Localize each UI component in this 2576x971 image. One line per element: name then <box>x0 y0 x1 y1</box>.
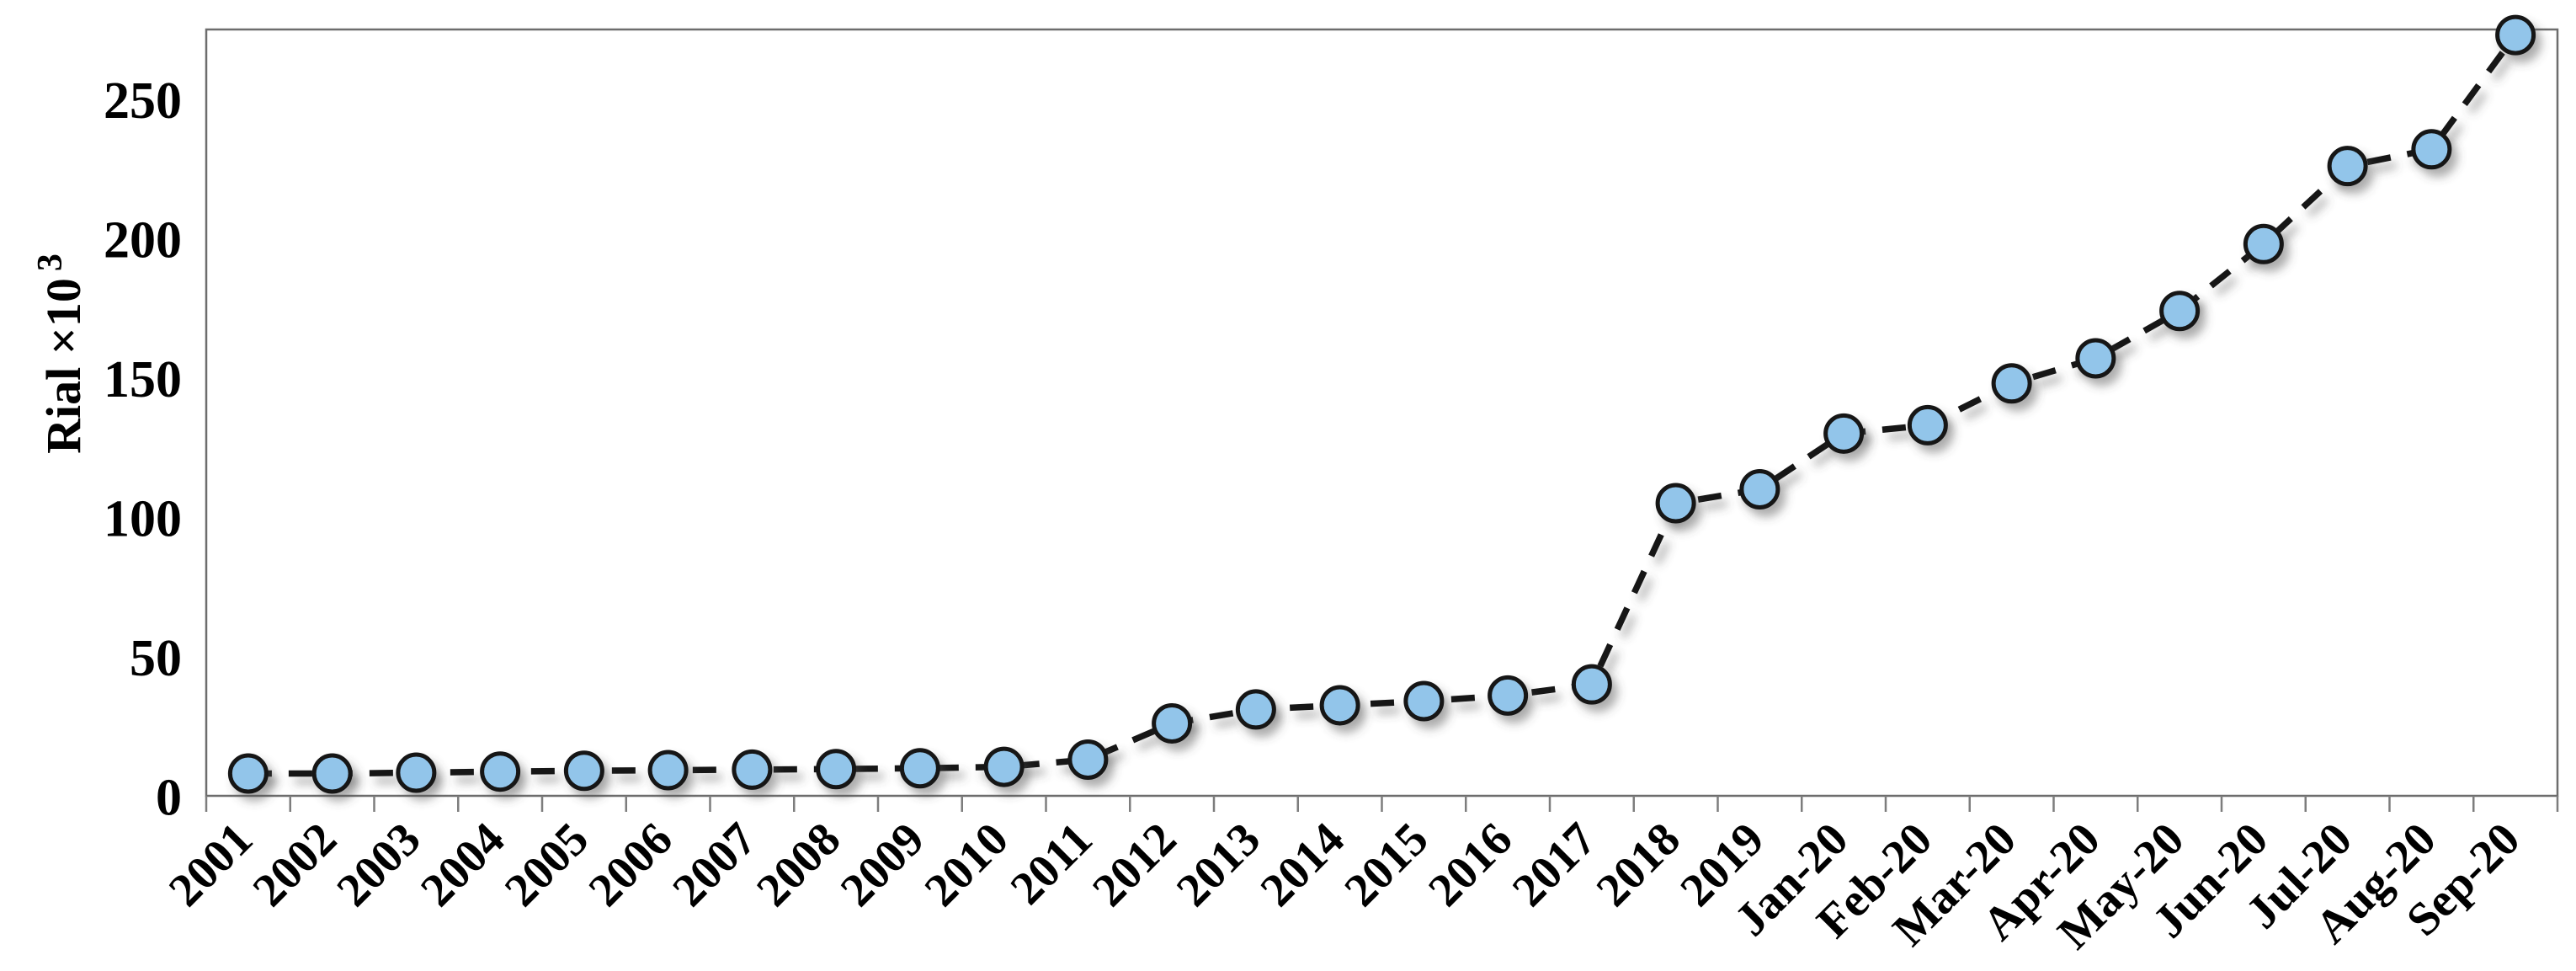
data-point-2014 <box>1319 685 1360 726</box>
x-tick-label: 2016 <box>1418 813 1522 916</box>
data-point-2012 <box>1152 702 1193 744</box>
y-tick-label: 100 <box>104 490 182 547</box>
x-tick-label: 2012 <box>1083 813 1186 916</box>
data-point-2004 <box>480 751 521 792</box>
data-point-Jan-20 <box>1823 413 1865 454</box>
x-tick-label: 2017 <box>1503 813 1606 916</box>
x-tick-label: 2007 <box>663 813 767 916</box>
data-point-2015 <box>1403 680 1445 722</box>
x-tick-label: 2013 <box>1167 813 1270 916</box>
data-point-2006 <box>647 750 689 791</box>
data-point-Jul-20 <box>2327 146 2368 187</box>
data-point-2011 <box>1067 739 1109 780</box>
x-tick-label: 2015 <box>1335 813 1439 916</box>
data-point-2018 <box>1655 483 1696 524</box>
x-tick-label: 2018 <box>1587 813 1690 916</box>
x-tick-label: 2014 <box>1251 813 1355 916</box>
data-point-2016 <box>1488 675 1529 716</box>
x-tick-label: 2010 <box>915 813 1019 916</box>
y-tick-label: 50 <box>130 630 182 687</box>
x-tick-label: 2005 <box>495 813 599 916</box>
plot-area-border <box>205 28 2559 798</box>
x-tick-label: 2011 <box>1001 813 1103 915</box>
y-axis-title: Rial ×103 <box>31 253 91 454</box>
data-point-Aug-20 <box>2411 129 2452 170</box>
data-point-Jun-20 <box>2243 223 2284 264</box>
data-point-May-20 <box>2159 291 2201 332</box>
y-tick-label: 150 <box>104 351 182 408</box>
data-point-2002 <box>311 753 353 794</box>
y-axis-tick-labels: 0 50 100 150 200 250 <box>104 72 182 826</box>
x-tick-label: 2004 <box>411 813 514 916</box>
data-point-2008 <box>816 749 857 790</box>
x-axis-tick-labels: 2001200220032004200520062007200820092010… <box>159 813 2530 959</box>
data-point-Sep-20 <box>2495 14 2536 56</box>
y-tick-label: 200 <box>104 212 182 269</box>
data-point-2013 <box>1235 689 1276 730</box>
data-point-2017 <box>1571 664 1612 705</box>
y-tick-label: 0 <box>156 769 182 826</box>
data-point-Apr-20 <box>2075 338 2116 379</box>
x-tick-label: 2002 <box>243 813 347 916</box>
data-series <box>227 14 2536 794</box>
data-point-2003 <box>396 752 437 793</box>
x-tick-label: 2006 <box>579 813 683 916</box>
data-point-2007 <box>732 749 773 790</box>
x-tick-label: 2009 <box>831 813 934 916</box>
data-point-2001 <box>227 753 269 794</box>
series-dashed-line <box>247 33 2519 777</box>
data-point-2009 <box>899 748 940 789</box>
x-tick-label: 2003 <box>327 813 431 916</box>
data-point-2010 <box>983 746 1025 787</box>
x-tick-label: 2001 <box>159 813 263 916</box>
x-axis-ticks <box>205 796 2559 812</box>
data-point-Mar-20 <box>1991 363 2032 404</box>
data-point-2005 <box>563 750 604 792</box>
x-tick-label: 2008 <box>747 813 850 916</box>
data-point-2019 <box>1739 469 1780 510</box>
y-tick-label: 250 <box>104 72 182 130</box>
data-point-Feb-20 <box>1907 404 1948 445</box>
